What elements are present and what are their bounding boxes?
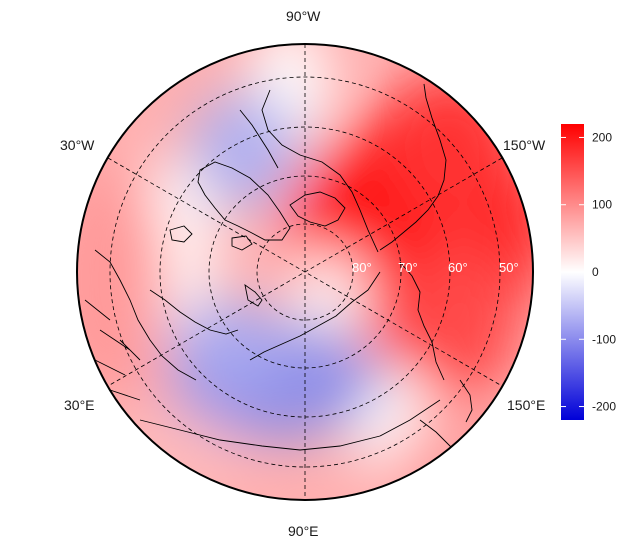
lat-label-50: 50° <box>499 260 519 275</box>
lat-circle-50 <box>109 76 501 468</box>
colorbar-ticks: 200 100 0 -100 -200 <box>561 130 616 414</box>
alaska-coast <box>379 83 447 251</box>
lat-label-70: 70° <box>398 260 418 275</box>
novaya-zemlya <box>244 283 263 307</box>
greenland-outline <box>197 161 291 241</box>
lon-label-30e: 30°E <box>64 397 95 413</box>
scandinavia-coast <box>149 289 239 335</box>
asia-south-boundary <box>139 399 441 451</box>
meridian-150 <box>107 157 503 387</box>
iceland <box>169 225 193 243</box>
lat-label-80: 80° <box>352 260 372 275</box>
canadian-archipelago-outline <box>289 191 346 227</box>
graticule <box>107 44 503 500</box>
bering-coast <box>399 261 445 381</box>
coastlines <box>84 83 473 459</box>
lat-label-60: 60° <box>448 260 468 275</box>
lon-label-150e: 150°E <box>507 397 545 413</box>
colorbar-gradient <box>561 124 584 420</box>
europe-borders <box>84 299 141 401</box>
japan-coast <box>459 379 473 423</box>
colorbar-tick-label: -200 <box>592 400 616 414</box>
colorbar-tick-label: 100 <box>592 198 612 212</box>
map-border <box>76 43 534 501</box>
lon-label-90w: 90°W <box>286 8 321 24</box>
canadian-coast <box>261 89 379 253</box>
siberia-coast <box>249 271 381 361</box>
colorbar-tick-label: 200 <box>592 130 612 144</box>
europe-coast <box>94 249 197 381</box>
lon-label-30w: 30°W <box>60 137 95 153</box>
colorbar-tick-label: -100 <box>592 332 616 346</box>
colorbar-tick-label: 0 <box>592 265 599 279</box>
lat-circle-80 <box>256 223 354 321</box>
lon-label-150w: 150°W <box>503 137 546 153</box>
colorbar: 200 100 0 -100 -200 <box>561 124 616 420</box>
baffin-coast <box>239 109 279 169</box>
lon-label-90e: 90°E <box>288 523 319 539</box>
